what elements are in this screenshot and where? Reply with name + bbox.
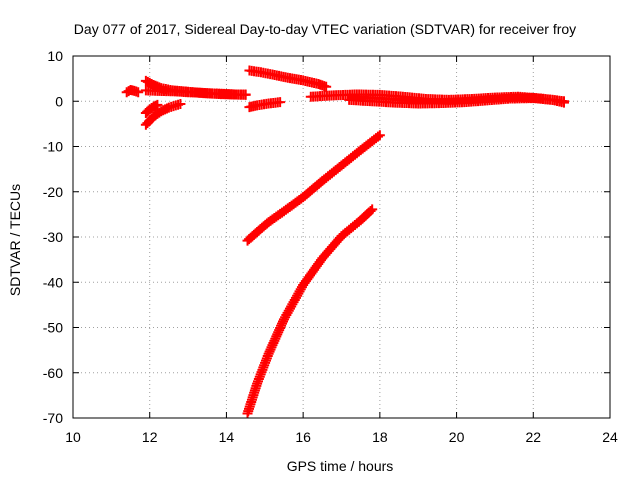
x-tick-label: 24 bbox=[602, 429, 618, 445]
x-tick-label: 10 bbox=[65, 429, 81, 445]
y-tick-label: -60 bbox=[43, 365, 63, 381]
y-tick-label: -40 bbox=[43, 274, 63, 290]
tick-layer: 10 12 14 16 18 20 22 24 10 0 -10 -20 -30 -40 -50 -60 -70 bbox=[43, 48, 618, 445]
data-point bbox=[365, 205, 376, 216]
data-point bbox=[374, 130, 385, 141]
data-point bbox=[175, 98, 186, 109]
data-series bbox=[121, 84, 144, 98]
y-tick-label: 10 bbox=[47, 48, 63, 64]
x-tick-label: 16 bbox=[295, 429, 311, 445]
data-point bbox=[240, 89, 251, 100]
x-tick-label: 18 bbox=[372, 429, 388, 445]
y-tick-label: -70 bbox=[43, 410, 63, 426]
y-tick-label: -10 bbox=[43, 139, 63, 155]
y-tick-label: -30 bbox=[43, 229, 63, 245]
x-tick-label: 20 bbox=[449, 429, 465, 445]
data-point bbox=[133, 87, 144, 98]
x-axis-label: GPS time / hours bbox=[287, 458, 394, 474]
y-tick-label: -50 bbox=[43, 320, 63, 336]
data-series bbox=[140, 85, 251, 100]
data-point bbox=[558, 97, 569, 108]
data-series bbox=[344, 93, 569, 109]
data-point bbox=[372, 131, 383, 142]
chart-title: Day 077 of 2017, Sidereal Day-to-day VTE… bbox=[74, 21, 576, 37]
x-tick-label: 12 bbox=[142, 429, 158, 445]
data-point bbox=[367, 204, 378, 215]
data-point bbox=[152, 99, 163, 110]
data-series bbox=[244, 65, 332, 92]
data-point bbox=[321, 81, 332, 92]
x-tick-label: 14 bbox=[219, 429, 235, 445]
data-layer bbox=[121, 65, 569, 419]
y-tick-label: -20 bbox=[43, 184, 63, 200]
data-point bbox=[275, 97, 286, 108]
data-series bbox=[242, 130, 385, 246]
data-series bbox=[244, 97, 286, 113]
y-axis-label: SDTVAR / TECUs bbox=[7, 184, 23, 296]
data-series bbox=[242, 204, 378, 419]
data-series bbox=[140, 98, 186, 130]
y-tick-label: 0 bbox=[55, 93, 63, 109]
data-series bbox=[140, 99, 163, 119]
x-tick-label: 22 bbox=[525, 429, 541, 445]
